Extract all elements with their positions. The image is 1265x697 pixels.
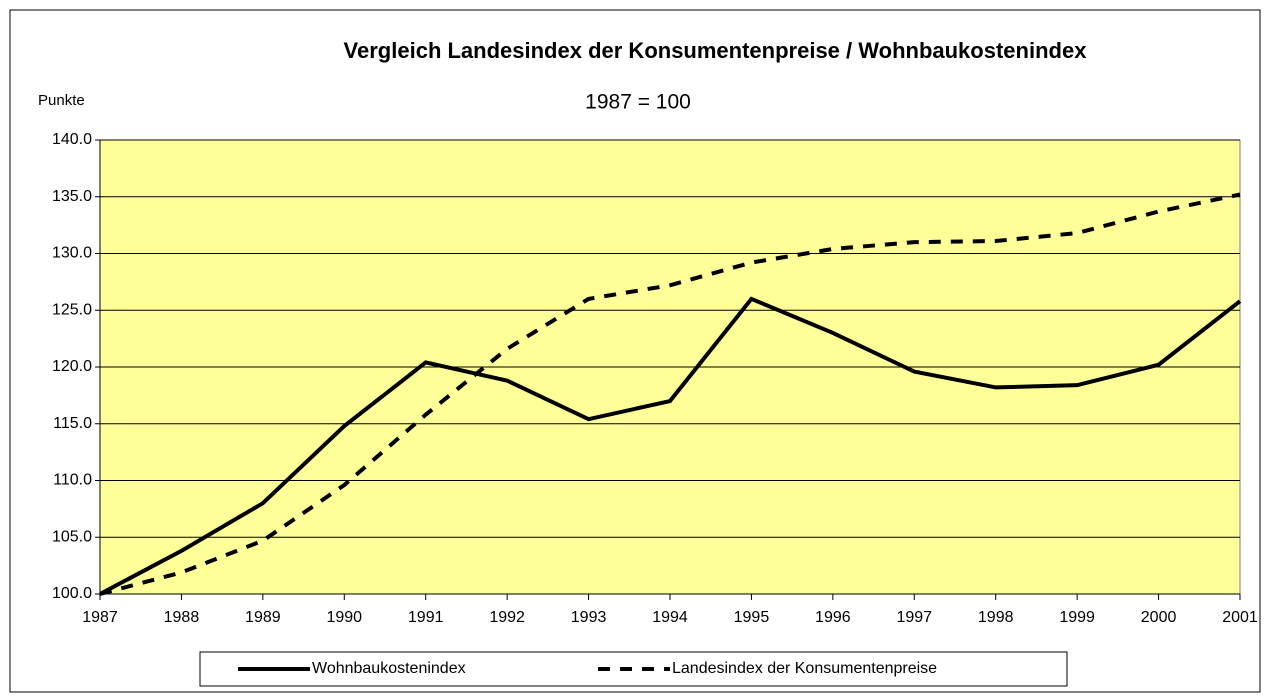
x-tick-label: 1994 bbox=[652, 609, 688, 626]
x-tick-label: 1995 bbox=[734, 609, 770, 626]
x-tick-label: 1987 bbox=[82, 609, 118, 626]
y-tick-label: 100.0 bbox=[52, 585, 92, 602]
x-tick-label: 2001 bbox=[1222, 609, 1258, 626]
x-tick-label: 1991 bbox=[408, 609, 444, 626]
y-tick-label: 110.0 bbox=[53, 472, 92, 489]
x-tick-label: 1993 bbox=[571, 609, 607, 626]
chart-subtitle: 1987 = 100 bbox=[585, 91, 691, 114]
y-tick-label: 125.0 bbox=[52, 301, 92, 318]
x-tick-label: 1999 bbox=[1059, 609, 1095, 626]
legend-label: Landesindex der Konsumentenpreise bbox=[672, 660, 937, 677]
x-tick-label: 1990 bbox=[326, 609, 362, 626]
y-tick-label: 105.0 bbox=[52, 528, 92, 545]
x-tick-label: 1996 bbox=[815, 609, 851, 626]
y-tick-label: 115.0 bbox=[53, 415, 92, 432]
legend-label: Wohnbaukostenindex bbox=[312, 660, 466, 677]
y-tick-label: 120.0 bbox=[52, 358, 92, 375]
x-tick-label: 1989 bbox=[245, 609, 281, 626]
x-tick-label: 1997 bbox=[896, 609, 932, 626]
x-tick-label: 2000 bbox=[1141, 609, 1177, 626]
x-tick-label: 1992 bbox=[489, 609, 525, 626]
y-axis-label: Punkte bbox=[38, 92, 85, 109]
series-line bbox=[99, 192, 1241, 596]
series-line bbox=[99, 296, 1242, 596]
legend-box bbox=[199, 651, 1068, 687]
x-tick-label: 1998 bbox=[978, 609, 1014, 626]
chart-title: Vergleich Landesindex der Konsumentenpre… bbox=[344, 38, 1088, 63]
y-tick-label: 130.0 bbox=[52, 245, 92, 262]
x-tick-label: 1988 bbox=[164, 609, 200, 626]
y-tick-label: 135.0 bbox=[52, 188, 92, 205]
y-tick-label: 140.0 bbox=[52, 131, 92, 148]
